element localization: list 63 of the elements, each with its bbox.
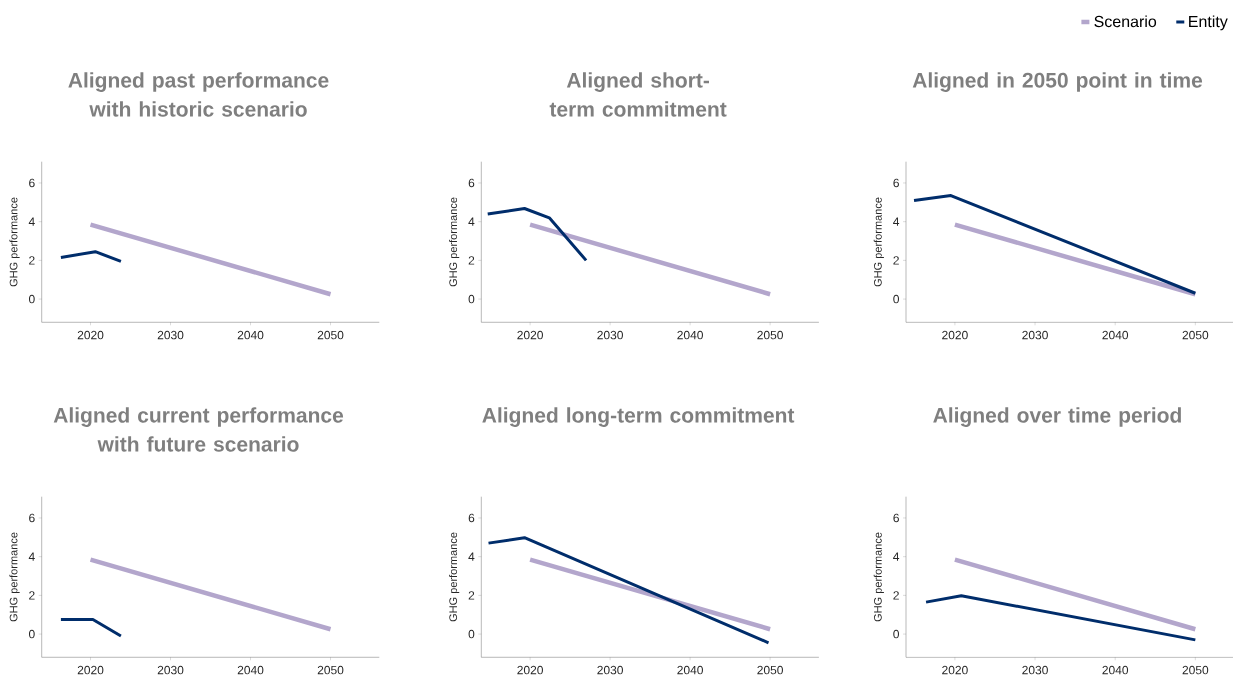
x-tick-label: 2020 [942,330,968,340]
y-tick-label: 6 [893,178,899,188]
chart-title: Aligned in 2050 point in time [912,72,1203,92]
x-tick-label: 2050 [317,665,344,675]
y-axis-title: GHG performance [449,197,460,287]
y-tick-label: 0 [28,629,35,639]
x-tick-label: 2050 [1182,330,1209,340]
y-tick-label: 2 [468,256,475,265]
x-tick-label: 2020 [77,665,104,675]
x-tick-label: 2050 [757,665,783,675]
x-tick-label: 2020 [77,330,104,340]
y-tick-label: 0 [468,294,475,304]
x-tick-label: 2040 [677,330,703,340]
chart-title: Aligned current performance with future scenario [53,407,344,452]
y-axis-title: GHG performance [873,197,884,287]
chart-title: Aligned over time period [933,407,1181,427]
x-tick-label: 2030 [1022,665,1048,675]
y-tick-label: 6 [893,513,899,523]
x-tick-label: 2040 [237,665,264,675]
y-axis-title: GHG performance [449,532,460,622]
legend-label: Entity [1189,15,1228,31]
y-tick-label: 4 [893,217,900,226]
y-tick-label: 2 [893,256,899,265]
x-tick-label: 2040 [677,665,703,675]
y-tick-label: 4 [893,552,900,561]
y-tick-label: 4 [28,217,35,226]
x-tick-label: 2030 [157,665,184,675]
y-axis-title: GHG performance [9,197,20,287]
y-tick-label: 6 [468,513,475,523]
x-tick-label: 2030 [597,665,623,675]
x-tick-label: 2020 [517,330,543,340]
x-tick-label: 2030 [157,330,184,340]
y-tick-label: 0 [28,294,35,304]
x-tick-label: 2020 [942,665,968,675]
y-tick-label: 4 [28,552,35,561]
y-tick-label: 4 [468,217,475,226]
line-series [486,207,588,262]
x-tick-label: 2050 [757,330,783,340]
y-tick-label: 0 [893,294,900,304]
x-tick-label: 2040 [237,330,264,340]
legend-label: Scenario [1094,15,1157,28]
y-tick-label: 4 [468,552,475,561]
y-tick-label: 6 [29,178,35,188]
y-tick-label: 2 [468,591,475,600]
y-tick-label: 6 [29,513,35,523]
x-tick-label: 2040 [1102,330,1129,340]
y-tick-label: 0 [468,629,475,639]
chart-title: Aligned past performance with historic scenario [68,72,329,117]
chart-title: Aligned long-term commitment [482,407,795,427]
y-tick-label: 2 [29,256,35,265]
y-tick-label: 0 [893,629,900,639]
x-tick-label: 2040 [1102,665,1129,675]
x-tick-label: 2030 [1022,330,1048,340]
chart-title: Aligned short-term commitment [549,72,727,117]
y-axis-title: GHG performance [9,532,20,622]
y-tick-label: 2 [893,591,899,600]
y-tick-label: 6 [468,178,475,188]
x-tick-label: 2050 [1182,665,1209,675]
y-tick-label: 2 [29,591,35,600]
x-tick-label: 2050 [317,330,344,340]
x-tick-label: 2030 [597,330,623,340]
x-tick-label: 2020 [517,665,543,675]
y-axis-title: GHG performance [873,532,884,622]
